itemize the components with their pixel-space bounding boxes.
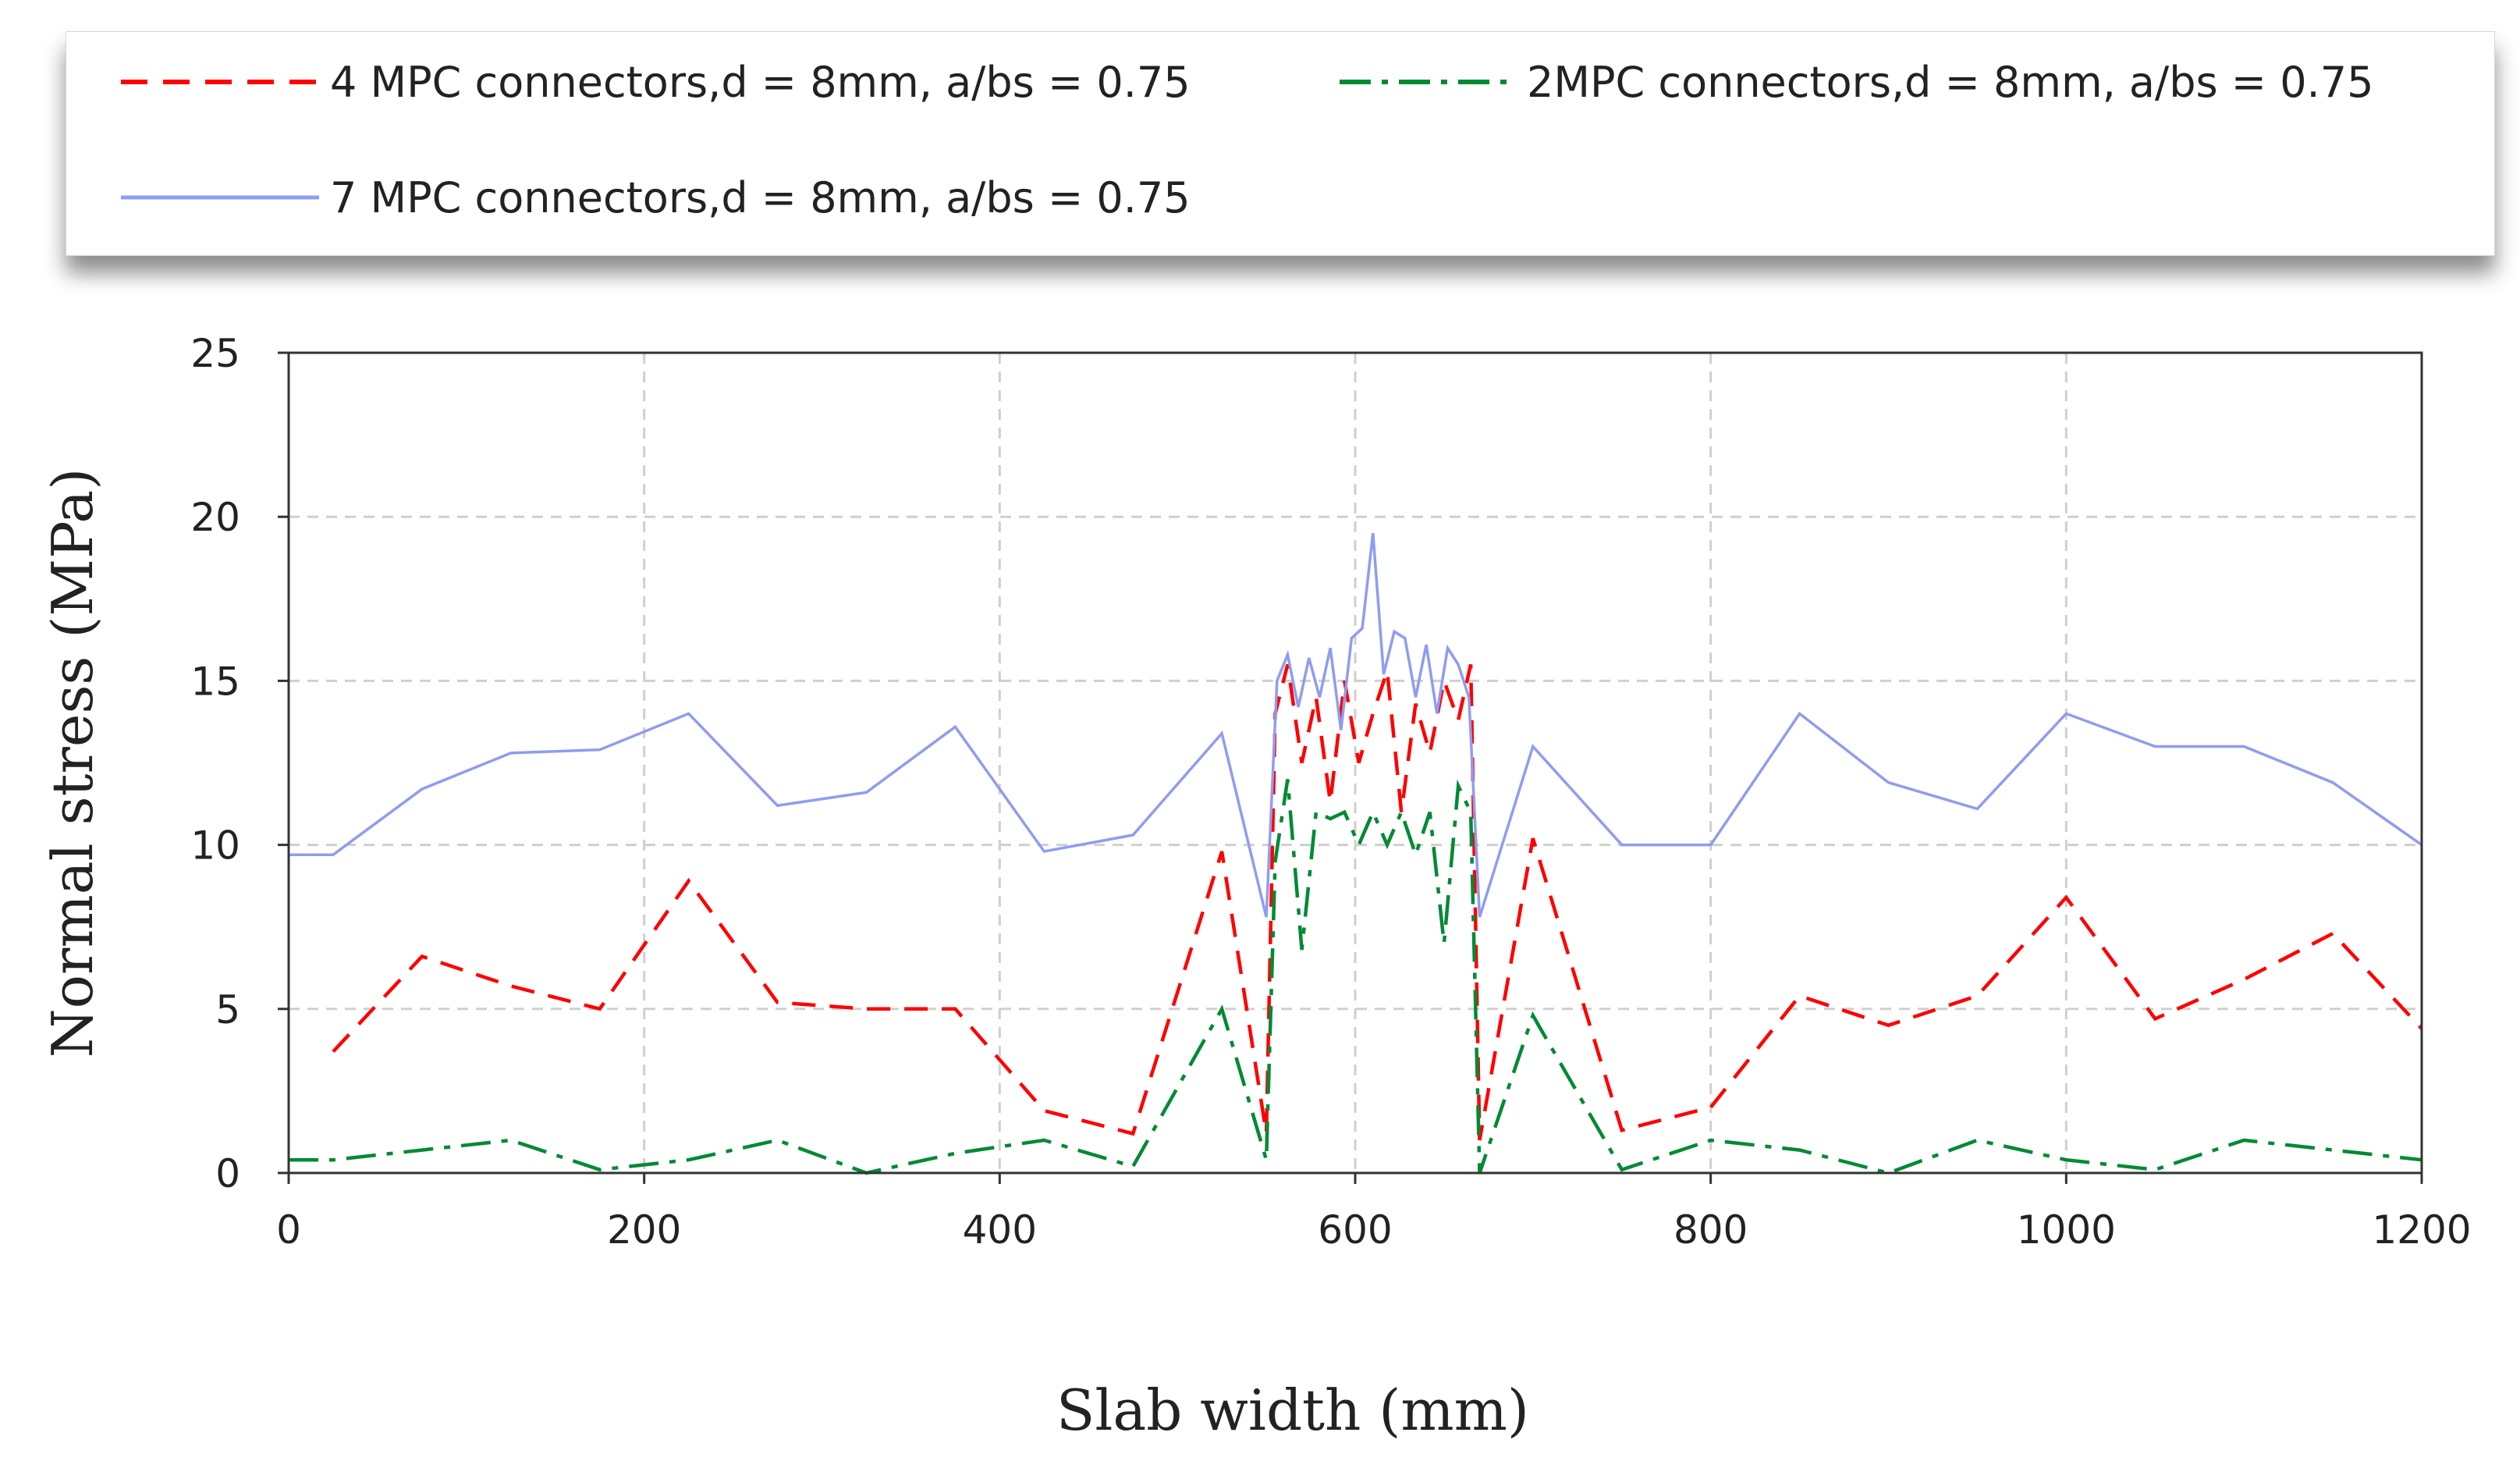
series-line-0 bbox=[332, 663, 2423, 1141]
y-tick-label: 20 bbox=[190, 495, 240, 540]
y-axis-title: Normal stress (MPa) bbox=[40, 468, 105, 1058]
x-tick-label: 200 bbox=[607, 1207, 681, 1253]
legend-item-7mpc: 7 MPC connectors,d = 8mm, a/bs = 0.75 bbox=[119, 169, 1191, 226]
legend-swatch-2mpc bbox=[1340, 80, 1516, 84]
series-lines bbox=[289, 533, 2423, 1175]
legend-label-2mpc: 2MPC connectors,d = 8mm, a/bs = 0.75 bbox=[1527, 57, 2374, 107]
legend-item-4mpc: 4 MPC connectors,d = 8mm, a/bs = 0.75 bbox=[119, 54, 1191, 110]
y-tick-label: 5 bbox=[215, 987, 240, 1032]
legend: 4 MPC connectors,d = 8mm, a/bs = 0.75 2M… bbox=[66, 31, 2495, 256]
x-tick-label: 1200 bbox=[2372, 1207, 2471, 1253]
y-tick-label: 0 bbox=[215, 1151, 240, 1196]
legend-item-2mpc: 2MPC connectors,d = 8mm, a/bs = 0.75 bbox=[1338, 54, 2373, 110]
legend-label-7mpc: 7 MPC connectors,d = 8mm, a/bs = 0.75 bbox=[330, 172, 1191, 222]
x-tick-label: 400 bbox=[963, 1207, 1037, 1253]
x-tick-label: 0 bbox=[276, 1207, 301, 1253]
x-tick-label: 800 bbox=[1673, 1207, 1748, 1253]
x-tick-label: 1000 bbox=[2017, 1207, 2116, 1253]
legend-swatch-4mpc bbox=[121, 80, 319, 84]
y-tick-label: 10 bbox=[190, 823, 240, 869]
y-tick-label: 15 bbox=[190, 659, 240, 704]
axes bbox=[278, 351, 2423, 1184]
series-line-1 bbox=[289, 779, 2422, 1175]
x-tick-label: 600 bbox=[1318, 1207, 1392, 1253]
y-tick-label: 25 bbox=[190, 331, 240, 376]
series-line-2 bbox=[289, 533, 2423, 918]
tick-labels: 0 200 400 600 800 1000 1200 0 5 10 15 20 25 bbox=[190, 331, 2471, 1253]
legend-swatch-7mpc bbox=[121, 195, 319, 200]
legend-label-4mpc: 4 MPC connectors,d = 8mm, a/bs = 0.75 bbox=[330, 57, 1191, 107]
x-axis-title: Slab width (mm) bbox=[1056, 1377, 1529, 1443]
gridlines bbox=[289, 353, 2422, 1173]
